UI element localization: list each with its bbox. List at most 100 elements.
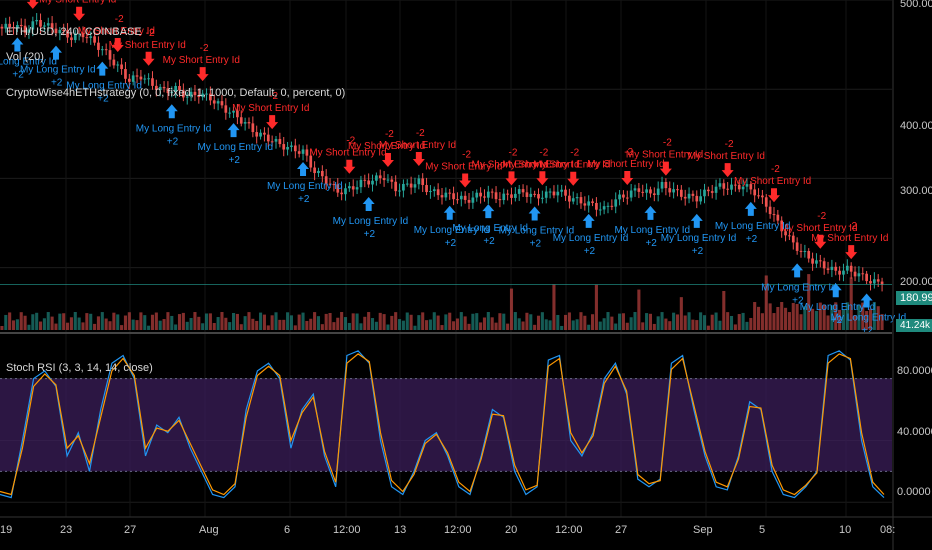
volume-bar xyxy=(811,308,815,330)
candle-body xyxy=(131,75,135,82)
volume-bar xyxy=(378,312,382,330)
candle-body xyxy=(614,199,618,207)
long-signal-qty: +2 xyxy=(483,236,495,247)
volume-bar xyxy=(618,313,622,330)
candle-body xyxy=(695,195,699,202)
volume-bar xyxy=(452,321,456,330)
volume-bar xyxy=(679,297,683,330)
volume-bar xyxy=(672,312,676,330)
candle-body xyxy=(459,195,463,200)
candle-body xyxy=(108,50,112,60)
volume-bar xyxy=(714,312,718,330)
candle-body xyxy=(622,194,625,198)
volume-bar xyxy=(181,312,185,330)
candle-body xyxy=(135,75,139,77)
candle-body xyxy=(645,189,648,193)
short-signal-label: My Short Entry Id xyxy=(811,233,888,244)
last-volume-badge: 41.24k xyxy=(896,319,932,332)
volume-bar xyxy=(560,325,564,330)
short-signal-qty: -2 xyxy=(416,128,425,139)
stoch-rsi-title[interactable]: Stoch RSI (3, 3, 14, 14, close) xyxy=(6,362,153,374)
volume-bar xyxy=(73,312,77,330)
time-tick: 6 xyxy=(284,524,291,536)
volume-bar xyxy=(347,322,351,330)
rsi-tick: 0.0000 xyxy=(897,486,931,498)
long-arrow xyxy=(11,37,24,52)
price-tick: 200.00 xyxy=(900,276,932,288)
candle-body xyxy=(220,101,224,106)
candle-body xyxy=(409,183,413,188)
candle-body xyxy=(274,138,278,142)
volume-bar xyxy=(174,324,178,330)
volume-bar xyxy=(814,310,818,330)
volume-bar xyxy=(289,315,293,330)
volume-bar xyxy=(243,316,247,330)
volume-bar xyxy=(760,313,764,330)
short-signal-label: My Short Entry Id xyxy=(425,161,502,172)
volume-bar xyxy=(621,313,625,330)
volume-bar xyxy=(479,322,483,330)
stoch-rsi-band xyxy=(0,378,892,472)
volume-bar xyxy=(556,314,560,330)
candle-body xyxy=(147,78,150,80)
time-tick: 12:00 xyxy=(444,524,472,536)
long-signal-qty: +2 xyxy=(51,78,63,89)
volume-bar xyxy=(177,314,182,330)
short-arrow xyxy=(621,171,634,186)
candle-body xyxy=(768,206,772,215)
volume-bar xyxy=(787,312,791,330)
volume-bar xyxy=(31,314,35,330)
volume-bar xyxy=(544,319,548,330)
volume-bar xyxy=(38,321,43,330)
volume-bar xyxy=(521,321,525,330)
long-arrow xyxy=(829,283,842,298)
volume-bar xyxy=(436,315,440,330)
candle-body xyxy=(633,188,637,191)
short-arrow xyxy=(505,171,518,186)
time-tick: 27 xyxy=(124,524,137,536)
volume-bar xyxy=(262,314,266,330)
volume-bar xyxy=(197,316,201,330)
candle-body xyxy=(255,132,259,137)
volume-bar xyxy=(575,319,579,330)
volume-bar xyxy=(872,302,876,330)
volume-bar xyxy=(749,317,753,330)
volume-bar xyxy=(625,322,629,330)
volume-bar xyxy=(695,320,699,330)
candle-body xyxy=(575,197,579,199)
candle-body xyxy=(776,214,780,221)
candle-body xyxy=(378,175,382,179)
candle-body xyxy=(726,188,730,190)
candle-body xyxy=(780,220,784,232)
volume-bar xyxy=(305,320,309,330)
volume-bar xyxy=(475,313,479,330)
short-arrow xyxy=(26,0,39,9)
volume-bar xyxy=(297,314,301,330)
candle-body xyxy=(664,181,668,189)
candle-body xyxy=(560,189,564,192)
volume-bar xyxy=(745,321,749,330)
strategy-title[interactable]: CryptoWise4hETHstrategy (0, 0, fixed, 1,… xyxy=(6,87,346,99)
candle-body xyxy=(710,191,714,193)
candle-body xyxy=(185,96,189,98)
candle-body xyxy=(432,189,436,192)
volume-bar xyxy=(536,315,541,330)
candle-body xyxy=(444,192,448,198)
price-tick: 500.00 xyxy=(900,0,932,10)
candle-body xyxy=(31,21,35,30)
volume-indicator-title[interactable]: Vol (20) xyxy=(6,51,44,63)
candle-body xyxy=(741,186,745,190)
volume-bar xyxy=(386,324,390,330)
candle-body xyxy=(637,188,641,192)
candle-body xyxy=(85,37,89,39)
candle-body xyxy=(417,178,421,185)
volume-bar xyxy=(394,312,398,330)
volume-bar xyxy=(228,322,232,330)
candle-body xyxy=(270,141,274,143)
candle-body xyxy=(737,184,741,190)
candle-body xyxy=(830,266,834,270)
symbol-title[interactable]: ETH/USD, 240, COINBASE xyxy=(6,26,142,38)
volume-bar xyxy=(641,322,645,330)
volume-bar xyxy=(282,319,286,330)
